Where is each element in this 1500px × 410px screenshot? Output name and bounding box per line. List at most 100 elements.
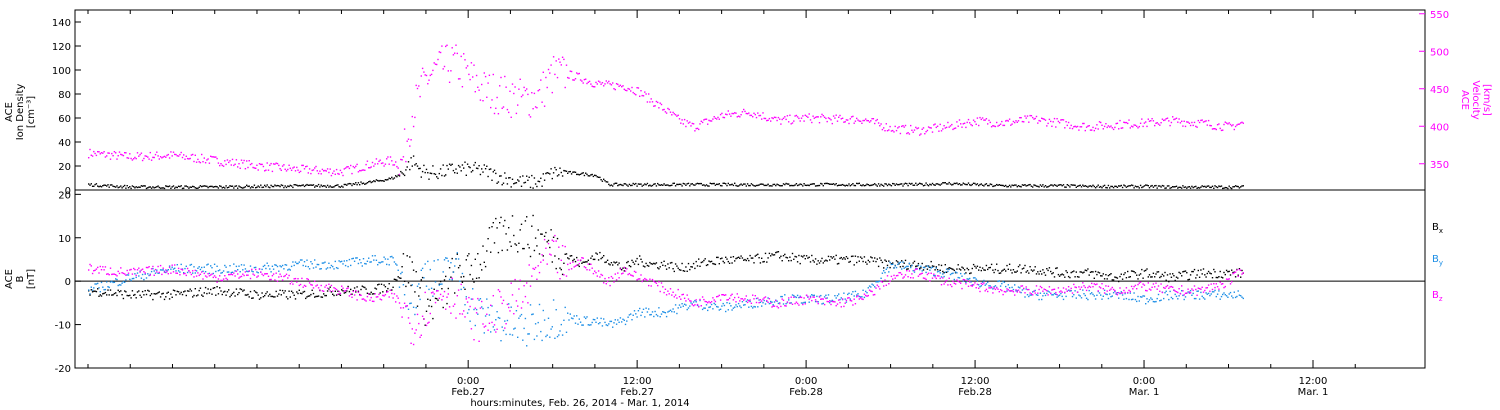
ion-density-point [212, 186, 214, 188]
ion-density-point [1066, 184, 1068, 186]
ion-density-point [493, 169, 496, 171]
velocity-point [700, 120, 702, 122]
bx-point [115, 292, 117, 294]
velocity-point [275, 162, 277, 164]
by-point [490, 331, 492, 333]
velocity-point [1110, 125, 1112, 127]
bx-point [676, 265, 678, 267]
velocity-point [249, 163, 252, 166]
ion-density-point [441, 174, 443, 177]
velocity-point [421, 67, 424, 70]
velocity-point [506, 108, 509, 111]
by-point [1242, 297, 1244, 300]
ion-density-point [750, 183, 753, 185]
top-left-tick-label: 120 [52, 42, 71, 53]
ion-density-point [272, 185, 275, 188]
bx-point [789, 256, 791, 258]
velocity-point [1067, 121, 1070, 124]
by-point [642, 308, 645, 310]
bx-point [461, 281, 464, 283]
bx-point [903, 262, 905, 264]
by-point [307, 266, 309, 268]
by-point [998, 280, 1000, 282]
bx-point [682, 270, 684, 272]
by-point [157, 272, 159, 274]
by-point [373, 259, 375, 261]
bz-point [944, 281, 946, 283]
by-point [623, 319, 625, 321]
velocity-point [1127, 122, 1129, 125]
by-point [508, 303, 510, 305]
velocity-point [1141, 118, 1143, 120]
by-point [482, 307, 484, 310]
velocity-point [1008, 118, 1011, 120]
bx-point [288, 290, 290, 292]
by-point [1120, 291, 1122, 293]
ion-density-point [103, 184, 105, 186]
ion-density-point [239, 186, 241, 188]
bz-point [411, 328, 413, 330]
bz-point [537, 265, 539, 267]
bx-point [674, 263, 677, 265]
bz-point [520, 307, 523, 309]
velocity-point [430, 73, 433, 76]
by-point [836, 295, 839, 297]
ion-density-point [999, 184, 1002, 186]
ion-density-point [515, 182, 518, 184]
ion-density-point [949, 183, 952, 185]
by-point [414, 313, 416, 316]
bz-point [201, 271, 203, 273]
ion-density-point [1050, 184, 1052, 186]
by-point [477, 313, 479, 315]
by-point [1091, 292, 1093, 294]
bz-point [377, 296, 379, 298]
bx-point [166, 292, 168, 294]
ion-density-point [719, 184, 722, 187]
ion-density-point [1174, 186, 1176, 188]
bx-point [99, 294, 101, 296]
by-point [1210, 293, 1212, 295]
bx-point [279, 289, 281, 291]
bz-point [510, 282, 512, 284]
velocity-point [1211, 128, 1214, 130]
ion-density-point [329, 185, 331, 187]
by-point [938, 270, 940, 272]
velocity-point [735, 112, 737, 114]
velocity-point [892, 129, 894, 132]
velocity-point [1183, 120, 1185, 122]
velocity-point [736, 116, 738, 118]
ion-density-point [415, 163, 417, 165]
velocity-point [542, 71, 544, 73]
bx-point [392, 286, 394, 288]
bz-point [814, 299, 817, 301]
bx-point [248, 296, 250, 298]
ion-density-point [1085, 185, 1088, 188]
velocity-point [884, 130, 886, 132]
bz-point [749, 299, 751, 301]
bz-point [483, 326, 485, 328]
bx-point [222, 291, 225, 293]
ion-density-point [868, 184, 871, 187]
bx-point [1207, 270, 1210, 273]
by-point [89, 293, 91, 295]
ion-density-point [527, 179, 529, 181]
ion-density-point [1195, 185, 1197, 188]
bz-point [818, 296, 821, 298]
velocity-point [411, 115, 413, 118]
bx-point [174, 290, 176, 292]
velocity-point [630, 90, 632, 92]
bx-point [239, 288, 241, 290]
velocity-point [981, 117, 984, 119]
velocity-point [998, 124, 1000, 126]
velocity-point [779, 118, 781, 120]
ion-density-point [386, 179, 388, 181]
bx-point [808, 256, 810, 258]
by-point [853, 295, 855, 297]
velocity-point [653, 105, 655, 107]
top-panel-series [88, 44, 1244, 190]
bx-point [554, 255, 556, 257]
bx-point [371, 293, 374, 295]
bz-point [934, 276, 936, 278]
ion-density-point [348, 182, 351, 185]
bz-point [974, 282, 976, 284]
